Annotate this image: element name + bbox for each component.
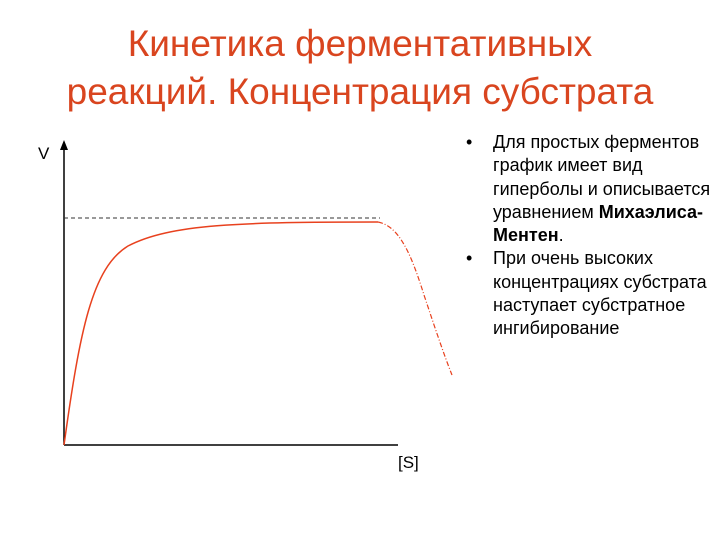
michaelis-menten-curve xyxy=(63,221,379,446)
bullet-marker: • xyxy=(466,248,473,269)
bullet-item-michaelis: • Для простых ферментов график имеет вид… xyxy=(466,131,716,247)
bullet-item-inhibition: • При очень высоких концентрациях субстр… xyxy=(466,247,716,340)
title-line-2: реакций. Концентрация субстрата xyxy=(66,71,654,112)
title-line-1: Кинетика ферментативных xyxy=(127,23,593,64)
bullet-1-end: . xyxy=(558,225,564,246)
substrate-inhibition-curve xyxy=(377,221,453,376)
bullet-2-text: При очень высоких концентрациях субстрат… xyxy=(493,248,707,339)
bullet-list: • Для простых ферментов график имеет вид… xyxy=(466,131,716,341)
bullet-1-text: Для простых ферментов график имеет вид г… xyxy=(493,132,711,222)
bullet-marker: • xyxy=(466,132,473,152)
bullet-1-bold: Михаэлиса-Ментен xyxy=(493,201,704,246)
x-axis-label: [S] xyxy=(398,453,419,472)
y-axis-label: V xyxy=(38,144,50,163)
y-axis-arrow xyxy=(60,140,68,150)
slide-title: Кинетика ферментативных реакций. Концент… xyxy=(0,20,720,116)
